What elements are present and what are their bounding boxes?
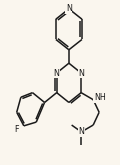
Text: NH: NH xyxy=(94,93,106,102)
Text: N: N xyxy=(78,68,84,78)
Text: N: N xyxy=(66,4,72,13)
Text: N: N xyxy=(54,68,60,78)
Text: F: F xyxy=(14,125,19,134)
Text: N: N xyxy=(78,127,84,136)
